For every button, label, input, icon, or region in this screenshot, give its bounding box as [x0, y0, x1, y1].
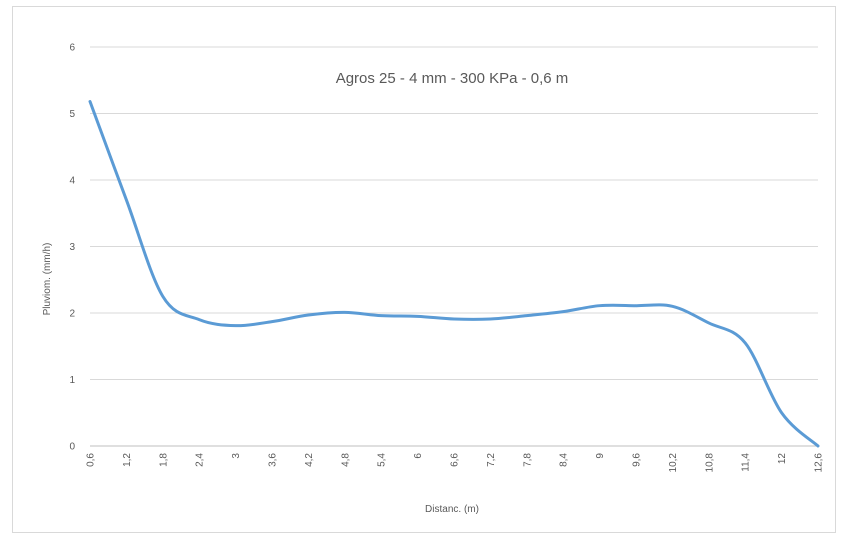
series-line — [88, 100, 820, 448]
x-tick-label: 12 — [777, 453, 788, 465]
x-tick-label: 12,6 — [814, 453, 825, 473]
x-tick-label: 6 — [413, 453, 424, 459]
x-axis-title: Distanc. (m) — [425, 504, 479, 515]
x-tick-label: 1,8 — [158, 453, 169, 467]
x-tick-label: 7,2 — [486, 453, 497, 467]
y-tick-label: 4 — [69, 176, 75, 187]
x-axis-tick-labels: 0,6 1,2 1,8 2,4 3 3,6 4,2 4,8 5,4 6 6,6 7,2 7,8 8,4 9 9… — [86, 453, 825, 473]
x-tick-label: 7,8 — [522, 453, 533, 467]
x-tick-label: 5,4 — [377, 453, 388, 467]
x-tick-label: 8,4 — [559, 453, 570, 467]
chart-title: Agros 25 - 4 mm - 300 KPa - 0,6 m — [336, 70, 569, 87]
x-tick-label: 4,8 — [340, 453, 351, 467]
y-tick-label: 0 — [69, 442, 75, 453]
x-tick-label: 10,8 — [704, 453, 715, 473]
x-tick-label: 1,2 — [122, 453, 133, 467]
x-tick-label: 6,6 — [450, 453, 461, 467]
y-tick-label: 3 — [69, 242, 75, 253]
x-tick-label: 0,6 — [86, 453, 97, 467]
y-tick-label: 2 — [69, 309, 75, 320]
y-axis-tick-labels: 0 1 2 3 4 5 6 — [69, 43, 75, 453]
y-tick-label: 6 — [69, 43, 75, 54]
x-tick-label: 9 — [595, 453, 606, 459]
y-tick-label: 1 — [69, 375, 75, 386]
x-tick-label: 2,4 — [195, 453, 206, 467]
x-tick-label: 4,2 — [304, 453, 315, 467]
y-tick-label: 5 — [69, 109, 75, 120]
x-tick-label: 3,6 — [268, 453, 279, 467]
y-axis-title: Pluviom. (mm/h) — [42, 243, 53, 316]
x-tick-label: 11,4 — [741, 453, 752, 472]
x-tick-label: 10,2 — [668, 453, 679, 473]
x-tick-label: 9,6 — [632, 453, 643, 467]
x-tick-label: 3 — [231, 453, 242, 459]
gridlines — [90, 46, 818, 447]
